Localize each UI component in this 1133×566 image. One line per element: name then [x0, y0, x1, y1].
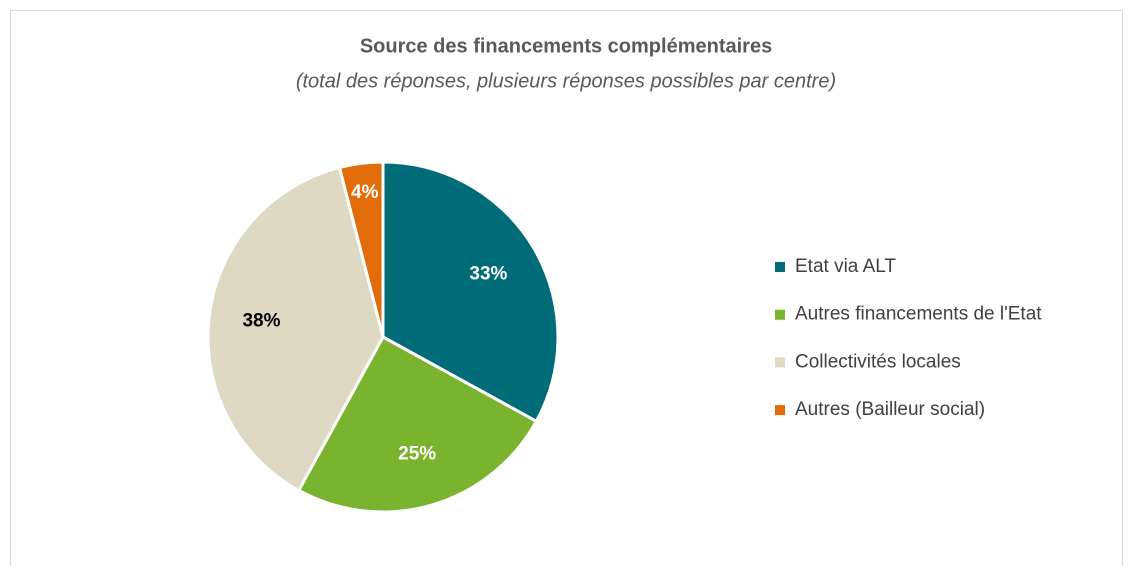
data-label: 38% — [242, 311, 280, 332]
data-label: 33% — [469, 264, 507, 285]
legend-swatch — [775, 357, 785, 368]
legend-swatch — [775, 262, 785, 272]
chart-subtitle: (total des réponses, plusieurs réponses … — [296, 70, 836, 92]
pie-slice — [381, 160, 560, 424]
pie-slice — [206, 165, 385, 493]
legend-swatch — [775, 309, 785, 320]
chart-border — [10, 10, 1123, 566]
legend-label: Autres (Bailleur social) — [795, 399, 985, 420]
legend-swatch — [775, 405, 785, 416]
pie-slice — [337, 160, 385, 338]
legend-label: Etat via ALT — [795, 256, 896, 277]
data-label: 4% — [351, 182, 379, 203]
chart-title: Source des financements complémentaires — [360, 35, 772, 57]
pie-slice — [296, 334, 539, 514]
data-label: 25% — [398, 444, 436, 465]
legend-label: Autres financements de l'Etat — [795, 304, 1042, 325]
legend-label: Collectivités locales — [795, 351, 961, 372]
